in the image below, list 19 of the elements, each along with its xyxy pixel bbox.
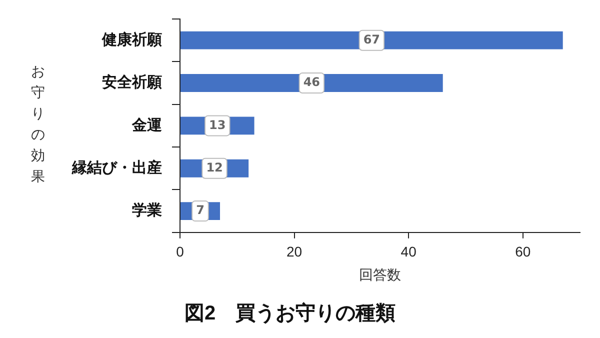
bar	[180, 31, 563, 50]
x-tick-label: 0	[176, 244, 184, 260]
y-tick-label: 安全祈願	[102, 73, 162, 92]
y-tick-label: 健康祈願	[101, 30, 162, 48]
data-label: 46	[303, 75, 320, 90]
y-tick-label: 学業	[132, 202, 162, 220]
data-label: 13	[209, 118, 226, 132]
text: 図2 買うお守りの種類	[184, 302, 396, 325]
x-tick-label: 20	[286, 244, 302, 260]
y-tick-label: 金運	[131, 116, 163, 134]
x-tick-label: 40	[400, 244, 417, 260]
data-label: 7	[196, 203, 204, 218]
y-tick-label: 縁結び・出産	[71, 158, 162, 177]
data-label: 12	[206, 160, 223, 175]
x-axis-title: 回答数	[359, 266, 401, 282]
y-axis-title: お守りの効果	[30, 63, 46, 187]
data-label: 67	[363, 32, 380, 46]
x-tick-label: 60	[515, 244, 531, 260]
bar	[180, 74, 443, 92]
